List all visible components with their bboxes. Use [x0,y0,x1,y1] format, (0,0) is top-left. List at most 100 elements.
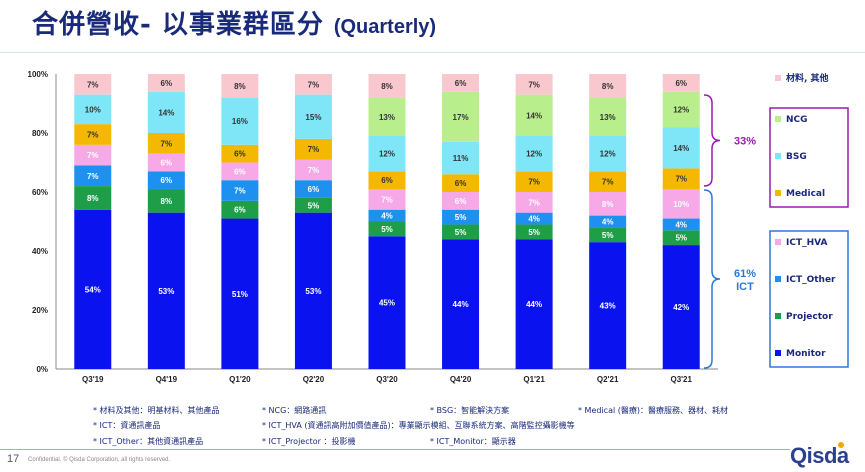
y-tick-label: 40% [32,247,48,256]
data-label: 6% [234,150,246,159]
bar-segment [442,224,480,240]
x-tick-label: Q2'20 [303,375,325,384]
data-label: 7% [381,195,393,204]
legend-label: 材料, 其他 [785,72,829,84]
footer-divider [0,449,790,450]
title-main: 合併營收- 以事業群區分 [32,10,324,40]
data-label: 6% [161,176,173,185]
bar-segment [515,135,553,172]
bar-segment [515,171,553,192]
bar-segment [147,91,185,133]
footnote: * BSG：智能解決方案 [430,406,510,415]
data-label: 8% [161,197,173,206]
data-label: 6% [675,79,687,88]
data-label: 42% [673,303,689,312]
data-label: 4% [528,215,540,224]
logo-dot-icon [838,442,844,448]
legend-swatch [775,116,781,122]
x-tick-label: Q3'19 [82,375,104,384]
legend-swatch [775,75,781,81]
data-label: 6% [455,197,467,206]
bar-segment [74,144,112,166]
data-label: 6% [455,79,467,88]
bar-segment [368,135,406,172]
legend-label: NCG [786,115,808,125]
bar-segment [294,138,332,160]
legend-swatch [775,276,781,282]
bar-segment [147,189,185,213]
bar-segment [515,192,553,213]
data-label: 10% [85,105,101,114]
y-tick-label: 20% [32,306,48,315]
legend-label: Monitor [786,349,826,359]
bar-segment [221,218,259,369]
bar-segment [589,135,627,172]
data-label: 7% [528,198,540,207]
data-label: 14% [526,111,542,120]
data-label: 7% [602,178,614,187]
legend-group-box [769,230,849,368]
data-label: 12% [600,150,616,159]
legend-label: ICT_Other [786,275,836,285]
bar-segment [294,212,332,369]
footnote: * 材料及其他：明基材料、其他產品 [93,406,220,415]
data-label: 5% [308,201,320,210]
bar-segment [74,186,112,210]
x-tick-label: Q2'21 [597,375,619,384]
bar-segment [74,124,112,145]
confidential-notice: Confidential. © Qisda Corporation, all r… [28,457,171,463]
y-tick-label: 60% [32,188,48,197]
data-label: 6% [381,176,393,185]
data-label: 54% [85,285,101,294]
bar-segment [294,74,332,95]
page-number: 17 [7,453,20,465]
bar-segment [662,74,700,92]
bar-segment [221,144,259,163]
legend-label: Projector [786,312,833,322]
legend-swatch [775,190,781,196]
data-label: 7% [87,151,99,160]
legend-label: Medical [786,189,825,199]
data-label: 8% [602,82,614,91]
data-label: 14% [673,144,689,153]
data-label: 8% [602,200,614,209]
title-divider [0,52,865,53]
data-label: 7% [528,80,540,89]
data-label: 6% [161,159,173,168]
bar-segment [442,91,480,142]
bar-segment [515,239,553,369]
data-label: 4% [381,212,393,221]
bar-segment [442,174,480,192]
data-label: 4% [602,218,614,227]
data-label: 12% [673,105,689,114]
bar-segment [368,209,406,222]
title-sub: (Quarterly) [333,16,437,38]
data-label: 6% [455,179,467,188]
bar-segment [442,74,480,92]
footnote: * NCG：網路通訊 [262,406,327,415]
data-label: 5% [675,234,687,243]
bar-segment [147,212,185,369]
bar-segment [221,74,259,98]
group-label: 61% [734,268,756,280]
bar-segment [662,189,700,219]
data-label: 5% [455,213,467,222]
bar-segment [589,192,627,216]
legend-swatch [775,153,781,159]
data-label: 13% [379,113,395,122]
bar-segment [662,245,700,369]
data-label: 45% [379,299,395,308]
data-label: 51% [232,290,248,299]
data-label: 5% [455,228,467,237]
data-label: 7% [308,145,320,154]
data-label: 6% [308,185,320,194]
bar-segment [221,200,259,219]
bar-segment [221,180,259,201]
bar-segment [368,74,406,98]
footnote: * ICT_Monitor：顯示器 [430,437,516,446]
data-label: 15% [305,113,321,122]
data-label: 6% [161,79,173,88]
data-label: 11% [453,154,469,163]
bar-segment [442,209,480,225]
x-tick-label: Q4'19 [156,375,178,384]
